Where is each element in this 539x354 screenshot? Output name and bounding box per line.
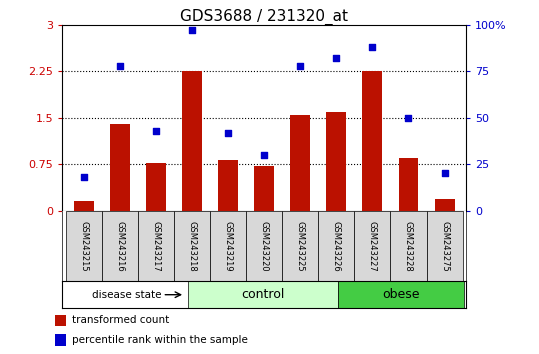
Bar [182,71,202,211]
Bar [390,211,426,281]
Bar [398,158,418,211]
Point [332,55,341,61]
Text: GSM243227: GSM243227 [368,221,377,272]
Bar [291,115,310,211]
Text: control: control [241,288,285,301]
Point [115,63,124,69]
Bar [362,71,382,211]
Text: GSM243275: GSM243275 [440,221,449,272]
Bar [56,334,66,346]
Text: GSM243217: GSM243217 [151,221,160,272]
Bar [426,211,462,281]
Bar [146,163,166,211]
Bar [188,281,338,308]
Point [260,152,268,158]
Bar [327,112,346,211]
Point [79,175,88,180]
Bar [338,281,464,308]
Bar [110,124,130,211]
Title: GDS3688 / 231320_at: GDS3688 / 231320_at [180,8,348,25]
Bar [254,166,274,211]
Text: GSM243226: GSM243226 [332,221,341,272]
Text: GSM243218: GSM243218 [188,221,196,272]
Bar [218,160,238,211]
Point [404,115,413,120]
Bar [434,199,454,211]
Point [151,128,160,133]
Text: GSM243216: GSM243216 [115,221,124,272]
Bar [354,211,390,281]
Point [188,28,196,33]
Bar [66,211,102,281]
Text: GSM243228: GSM243228 [404,221,413,272]
Text: GSM243225: GSM243225 [296,221,305,272]
Text: disease state: disease state [92,290,161,300]
Point [440,171,449,176]
Text: percentile rank within the sample: percentile rank within the sample [72,335,247,345]
Text: GSM243219: GSM243219 [224,221,232,272]
Bar [102,211,138,281]
Bar [210,211,246,281]
Text: obese: obese [382,288,420,301]
Point [368,44,377,50]
Text: GSM243215: GSM243215 [79,221,88,272]
Bar [318,211,354,281]
Bar [282,211,318,281]
Text: GSM243220: GSM243220 [260,221,268,272]
Bar [174,211,210,281]
Bar [138,211,174,281]
Bar [56,315,66,326]
Point [224,130,232,135]
Point [296,63,305,69]
Bar [246,211,282,281]
Bar [74,201,94,211]
Text: transformed count: transformed count [72,315,169,325]
